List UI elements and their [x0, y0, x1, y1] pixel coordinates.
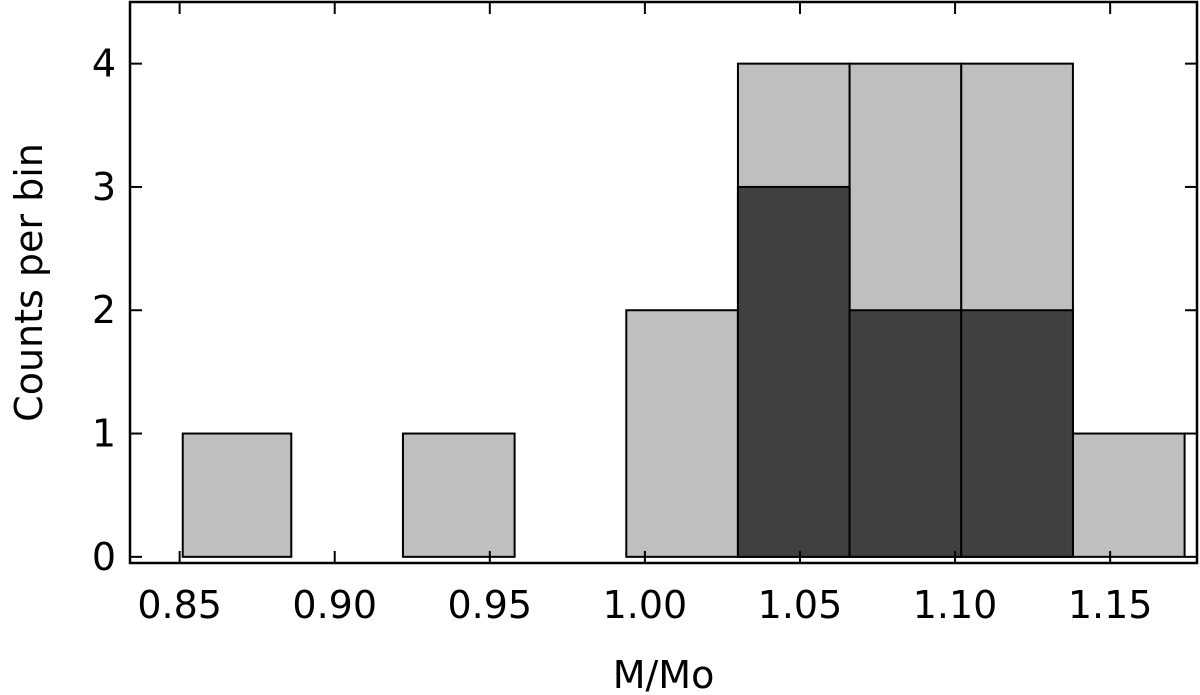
x-tick-label: 0.95 — [447, 583, 532, 627]
y-tick-label: 1 — [92, 412, 116, 456]
histogram-bar-s0-2 — [625, 309, 739, 558]
histogram-bar-s1-0 — [736, 185, 851, 558]
plot-frame — [128, 0, 1199, 565]
x-tick-label: 1.10 — [913, 583, 998, 627]
y-tick-label: 0 — [92, 535, 116, 579]
histogram-bar-s0-1 — [401, 432, 516, 558]
histogram-bar-s1-1 — [848, 309, 963, 558]
x-tick-label: 1.15 — [1068, 583, 1153, 627]
y-tick-label: 2 — [92, 288, 116, 332]
x-tick-label: 1.05 — [758, 583, 843, 627]
x-tick-label: 0.90 — [292, 583, 377, 627]
y-axis-title: Counts per bin — [7, 143, 51, 422]
y-tick-label: 4 — [92, 42, 116, 86]
x-axis-title: M/Mo — [613, 653, 715, 695]
y-tick-label: 3 — [92, 165, 116, 209]
bars-layer — [181, 62, 1186, 558]
ticks-layer: 0.85 0.90 0.95 1.00 1.05 1.10 1.15 0 1 2 3 4 — [92, 2, 1197, 627]
histogram-bar-s1-2 — [960, 309, 1074, 558]
histogram-bar-s0-6 — [1071, 432, 1186, 558]
x-tick-label: 1.00 — [603, 583, 688, 627]
x-tick-label: 0.85 — [137, 583, 222, 627]
histogram-bar-s0-0 — [181, 432, 293, 558]
